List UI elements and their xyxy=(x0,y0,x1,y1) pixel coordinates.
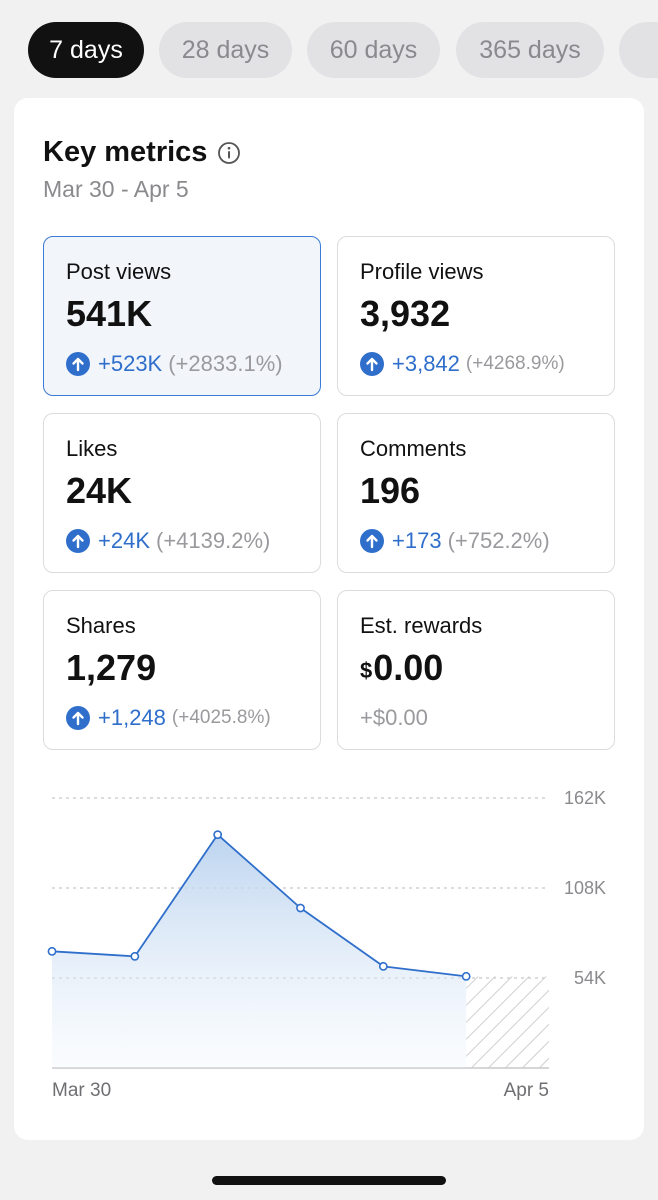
data-point xyxy=(461,971,471,981)
metric-label: Shares xyxy=(66,613,136,638)
metric-change: +523K (+2833.1%) xyxy=(66,351,283,377)
metric-delta: +$0.00 xyxy=(360,705,428,730)
page-title: Key metrics xyxy=(43,136,208,168)
metric-label: Est. rewards xyxy=(360,613,483,638)
tab-7-days[interactable]: 7 days xyxy=(28,22,144,78)
metric-est-rewards[interactable]: Est. rewards $0.00 +$0.00 xyxy=(337,590,615,750)
metric-likes[interactable]: Likes 24K +24K (+4139.2%) xyxy=(43,413,321,573)
metric-percent: (+4025.8%) xyxy=(171,707,271,728)
metric-shares[interactable]: Shares 1,279 +1,248 (+4025.8%) xyxy=(43,590,321,750)
metric-label: Profile views xyxy=(360,259,484,284)
data-point xyxy=(130,951,140,961)
metric-delta: +173 xyxy=(392,528,442,553)
metric-delta: +1,248 xyxy=(98,705,166,730)
metric-comments[interactable]: Comments 196 +173 (+752.2%) xyxy=(337,413,615,573)
date-range: Mar 30 - Apr 5 xyxy=(43,176,189,202)
metric-delta: +523K xyxy=(98,351,163,376)
metric-change: +3,842 (+4268.9%) xyxy=(360,351,565,377)
metric-change: +$0.00 xyxy=(360,705,428,731)
metric-label: Comments xyxy=(360,436,467,461)
arrow-up-icon xyxy=(66,706,90,730)
arrow-up-icon xyxy=(66,529,90,553)
metric-change: +24K (+4139.2%) xyxy=(66,528,270,554)
tab-60-days[interactable]: 60 days xyxy=(307,22,440,78)
metric-label: Likes xyxy=(66,436,118,461)
y-tick-label: 54K xyxy=(574,968,606,988)
metric-change: +1,248 (+4025.8%) xyxy=(66,705,271,731)
title-row: Key metrics xyxy=(43,136,241,169)
y-tick-label: 108K xyxy=(564,878,606,898)
metric-percent: (+4139.2%) xyxy=(156,528,271,553)
metric-value: 24K xyxy=(66,470,133,511)
metric-delta: +3,842 xyxy=(392,351,460,376)
key-metrics-card: Key metrics Mar 30 - Apr 5 Post views 54… xyxy=(14,98,644,1140)
metric-value: 3,932 xyxy=(360,293,451,334)
rewards-amount: 0.00 xyxy=(373,647,444,688)
metric-value: 196 xyxy=(360,470,421,511)
arrow-up-icon xyxy=(360,529,384,553)
series-line xyxy=(51,833,467,978)
x-tick-label: Apr 5 xyxy=(504,1080,549,1101)
arrow-up-icon xyxy=(360,352,384,376)
time-range-tabs: 7 days 28 days 60 days 365 days xyxy=(0,22,658,78)
data-point xyxy=(296,903,305,913)
metric-percent: (+2833.1%) xyxy=(168,351,283,376)
metric-change: +173 (+752.2%) xyxy=(360,528,550,554)
incomplete-period-hatch xyxy=(466,976,549,1068)
tab-28-days[interactable]: 28 days xyxy=(159,22,292,78)
arrow-up-icon xyxy=(66,352,90,376)
metric-label: Post views xyxy=(66,259,172,284)
metric-post-views[interactable]: Post views 541K +523K (+2833.1%) xyxy=(43,236,321,396)
info-icon[interactable] xyxy=(217,141,241,165)
metric-percent: (+752.2%) xyxy=(447,528,550,553)
area-fill xyxy=(52,834,467,1068)
home-indicator[interactable] xyxy=(212,1176,446,1185)
data-point xyxy=(47,946,57,956)
metric-value: 1,279 xyxy=(66,647,157,688)
metric-value: 541K xyxy=(66,293,153,334)
x-tick-label: Mar 30 xyxy=(52,1080,111,1101)
currency-symbol: $ xyxy=(360,658,373,683)
data-point xyxy=(213,830,223,840)
metric-delta: +24K xyxy=(98,528,150,553)
metric-percent: (+4268.9%) xyxy=(465,353,565,374)
tab-more-partial[interactable] xyxy=(619,22,658,78)
tab-365-days[interactable]: 365 days xyxy=(456,22,604,78)
metric-profile-views[interactable]: Profile views 3,932 +3,842 (+4268.9%) xyxy=(337,236,615,396)
y-tick-label: 162K xyxy=(564,788,606,808)
data-point xyxy=(378,961,388,971)
views-chart: 54K 108K 162K Mar 30 Apr 5 xyxy=(47,788,606,1101)
metric-value: $0.00 xyxy=(360,647,443,689)
